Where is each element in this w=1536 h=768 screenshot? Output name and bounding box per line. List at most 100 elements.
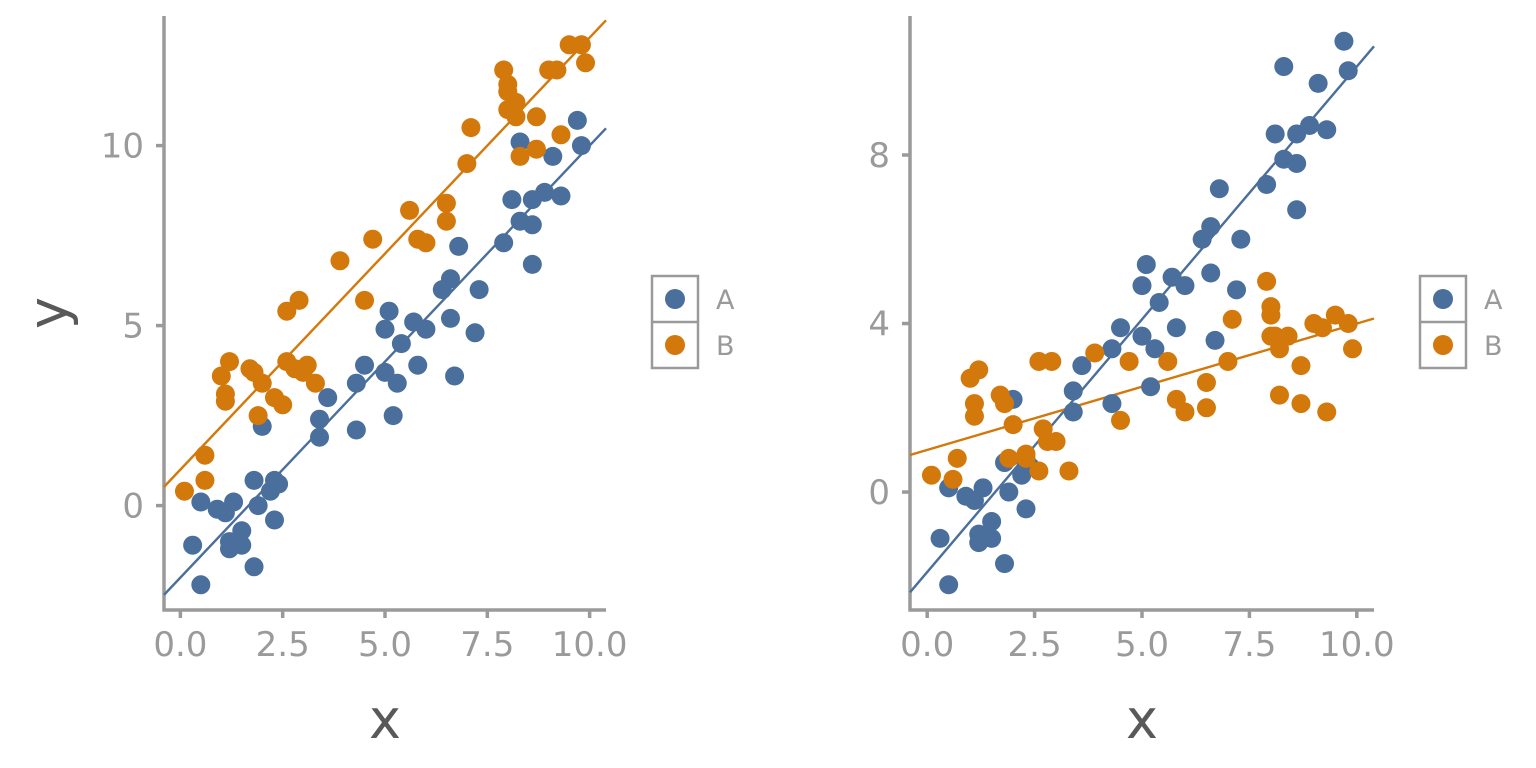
x-axis-title: x bbox=[369, 688, 401, 751]
data-point-a bbox=[1145, 339, 1165, 359]
data-point-a bbox=[408, 355, 428, 375]
data-point-b bbox=[400, 200, 420, 220]
data-point-b bbox=[461, 118, 481, 138]
data-point-b bbox=[1261, 297, 1281, 317]
data-point-a bbox=[1102, 394, 1122, 414]
data-point-a bbox=[416, 319, 436, 339]
data-point-b bbox=[494, 60, 514, 80]
data-point-b bbox=[1343, 339, 1363, 359]
data-point-b bbox=[995, 394, 1015, 414]
data-point-a bbox=[1308, 73, 1328, 93]
x-tick-label: 7.5 bbox=[1222, 625, 1276, 665]
data-point-b bbox=[943, 469, 963, 489]
data-point-a bbox=[383, 406, 403, 426]
data-point-a bbox=[183, 535, 203, 555]
x-tick-label: 5.0 bbox=[1115, 625, 1169, 665]
data-point-a bbox=[494, 233, 514, 253]
data-point-b bbox=[297, 355, 317, 375]
data-point-b bbox=[551, 125, 571, 145]
data-point-a bbox=[995, 554, 1015, 574]
data-point-a bbox=[1063, 381, 1083, 401]
data-point-a bbox=[469, 280, 489, 300]
data-point-b bbox=[547, 60, 567, 80]
data-point-a bbox=[535, 182, 555, 202]
data-point-a bbox=[1149, 292, 1169, 312]
data-point-a bbox=[1300, 116, 1320, 136]
data-point-a bbox=[244, 557, 264, 577]
data-point-a bbox=[1201, 217, 1221, 237]
fit-line-b bbox=[163, 19, 607, 488]
data-point-a bbox=[449, 236, 469, 256]
data-point-b bbox=[195, 445, 215, 465]
data-point-b bbox=[571, 35, 591, 55]
data-point-b bbox=[1291, 394, 1311, 414]
y-tick-label: 5 bbox=[122, 307, 144, 347]
data-point-a bbox=[1317, 120, 1337, 140]
data-point-a bbox=[355, 355, 375, 375]
data-point-a bbox=[551, 186, 571, 206]
data-point-b bbox=[1158, 351, 1178, 371]
data-point-a bbox=[522, 215, 542, 235]
data-point-b bbox=[1003, 415, 1023, 435]
data-point-b bbox=[1119, 351, 1139, 371]
data-point-a bbox=[391, 334, 411, 354]
legend-label-a: A bbox=[1484, 285, 1503, 316]
data-point-a bbox=[1111, 318, 1131, 338]
data-point-b bbox=[1175, 402, 1195, 422]
data-point-b bbox=[174, 481, 194, 501]
data-point-b bbox=[964, 406, 984, 426]
y-tick-label: 0 bbox=[122, 487, 144, 527]
data-point-b bbox=[1046, 431, 1066, 451]
data-point-a bbox=[191, 492, 211, 512]
data-point-a bbox=[1072, 356, 1092, 376]
data-point-a bbox=[543, 146, 563, 166]
data-point-a bbox=[1231, 229, 1251, 249]
data-point-b bbox=[921, 465, 941, 485]
data-point-a bbox=[248, 496, 268, 516]
legend: AB bbox=[650, 274, 735, 370]
data-point-a bbox=[387, 373, 407, 393]
data-point-a bbox=[982, 528, 1002, 548]
data-point-b bbox=[510, 146, 530, 166]
data-point-b bbox=[999, 448, 1019, 468]
data-point-b bbox=[1278, 326, 1298, 346]
left-scatter-panel: 0.0 2.5 5.0 7.5 10.0 0 5 10 x y AB bbox=[17, 16, 735, 751]
data-point-a bbox=[346, 420, 366, 440]
data-point-a bbox=[1201, 263, 1221, 283]
data-point-a bbox=[571, 136, 591, 156]
data-point-b bbox=[330, 251, 350, 271]
x-tick-label: 2.5 bbox=[256, 625, 310, 665]
data-point-b bbox=[506, 92, 526, 112]
legend: AB bbox=[1418, 274, 1503, 370]
data-point-b bbox=[1269, 385, 1289, 405]
x-tick-label: 5.0 bbox=[358, 625, 412, 665]
data-point-b bbox=[277, 301, 297, 321]
data-point-b bbox=[526, 139, 546, 159]
data-point-b bbox=[436, 193, 456, 213]
legend-key-a bbox=[1433, 289, 1453, 309]
data-point-b bbox=[436, 211, 456, 231]
data-point-a bbox=[232, 535, 252, 555]
data-point-a bbox=[1209, 179, 1229, 199]
data-point-b bbox=[1222, 309, 1242, 329]
data-point-a bbox=[1136, 255, 1156, 275]
data-point-a bbox=[1287, 153, 1307, 173]
data-point-a bbox=[1141, 377, 1161, 397]
data-point-b bbox=[219, 352, 239, 372]
data-point-a bbox=[930, 528, 950, 548]
x-tick-label: 10.0 bbox=[1319, 625, 1395, 665]
data-point-a bbox=[1265, 124, 1285, 144]
data-point-b bbox=[248, 406, 268, 426]
x-tick-label: 2.5 bbox=[1008, 625, 1062, 665]
data-point-b bbox=[416, 233, 436, 253]
data-point-a bbox=[1175, 276, 1195, 296]
data-point-b bbox=[1317, 402, 1337, 422]
data-point-a bbox=[939, 575, 959, 595]
data-point-b bbox=[1218, 351, 1238, 371]
data-point-a bbox=[440, 308, 460, 328]
data-point-a bbox=[510, 132, 530, 152]
data-point-b bbox=[215, 391, 235, 411]
data-point-a bbox=[375, 319, 395, 339]
data-point-b bbox=[195, 470, 215, 490]
